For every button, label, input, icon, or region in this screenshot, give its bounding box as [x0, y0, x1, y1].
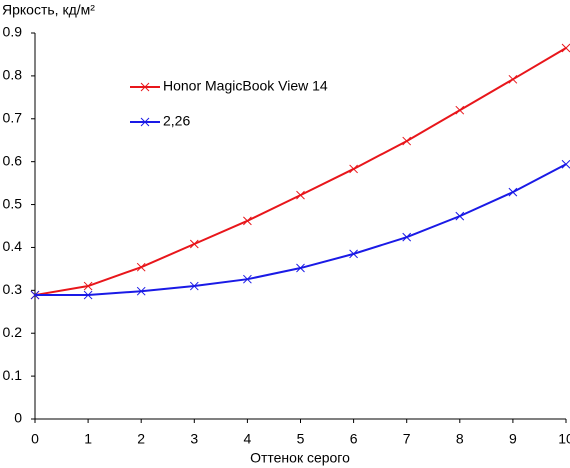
marker — [508, 74, 518, 84]
marker — [455, 105, 465, 115]
x-tick-label: 5 — [297, 431, 305, 447]
marker-stroke — [296, 190, 305, 200]
marker-stroke — [561, 159, 570, 169]
marker-stroke — [296, 263, 305, 273]
marker-stroke — [561, 43, 570, 53]
marker — [243, 274, 252, 284]
marker-stroke — [189, 239, 199, 249]
marker — [349, 164, 358, 174]
y-tick-label: 0.8 — [3, 67, 23, 83]
x-tick-label: 8 — [456, 431, 464, 447]
y-tick-label: 0.1 — [3, 367, 23, 383]
marker — [508, 187, 518, 197]
marker-stroke — [349, 164, 358, 174]
marker-stroke — [455, 211, 465, 221]
marker-stroke — [189, 281, 199, 291]
marker-stroke — [136, 262, 146, 272]
legend-label: 2,26 — [163, 113, 190, 129]
y-tick-label: 0.9 — [3, 24, 23, 40]
marker-stroke — [140, 82, 150, 92]
marker — [455, 211, 465, 221]
marker-stroke — [349, 249, 358, 259]
x-tick-label: 4 — [244, 431, 252, 447]
y-tick-label: 0 — [14, 410, 22, 426]
marker — [189, 239, 199, 249]
x-axis-label: Оттенок серого — [250, 450, 350, 466]
marker — [296, 263, 305, 273]
marker — [83, 290, 93, 300]
y-tick-label: 0.7 — [3, 109, 23, 125]
x-tick-label: 10 — [558, 431, 570, 447]
marker — [83, 281, 93, 291]
x-tick-label: 7 — [403, 431, 411, 447]
legend-label: Honor MagicBook View 14 — [163, 78, 328, 94]
marker-stroke — [136, 286, 146, 296]
marker-stroke — [402, 136, 412, 146]
y-tick-label: 0.4 — [3, 238, 23, 254]
marker-stroke — [140, 117, 150, 127]
marker-stroke — [83, 281, 93, 291]
y-tick-label: 0.5 — [3, 195, 23, 211]
marker — [30, 290, 40, 300]
y-tick-label: 0.3 — [3, 281, 23, 297]
series-line — [35, 163, 567, 297]
y-tick-label: 0.6 — [3, 152, 23, 168]
y-axis-label: Яркость, кд/м² — [2, 2, 95, 18]
marker — [189, 281, 199, 291]
y-tick-label: 0.2 — [3, 324, 23, 340]
x-tick-label: 6 — [350, 431, 358, 447]
marker — [402, 136, 412, 146]
marker-stroke — [402, 232, 412, 242]
marker — [136, 262, 146, 272]
x-tick-label: 1 — [84, 431, 92, 447]
x-tick-label: 2 — [137, 431, 145, 447]
marker — [296, 190, 305, 200]
x-tick-label: 9 — [509, 431, 517, 447]
marker-stroke — [243, 216, 252, 226]
marker — [561, 159, 570, 169]
x-tick-label: 3 — [190, 431, 198, 447]
marker-stroke — [30, 290, 40, 300]
marker — [561, 43, 570, 53]
marker-stroke — [243, 274, 252, 284]
marker-stroke — [83, 290, 93, 300]
marker — [402, 232, 412, 242]
marker-stroke — [508, 74, 518, 84]
marker — [243, 216, 252, 226]
x-tick-label: 0 — [31, 431, 39, 447]
marker — [349, 249, 358, 259]
marker-stroke — [455, 105, 465, 115]
marker — [136, 286, 146, 296]
marker — [140, 82, 150, 92]
marker-stroke — [508, 187, 518, 197]
marker — [140, 117, 150, 127]
